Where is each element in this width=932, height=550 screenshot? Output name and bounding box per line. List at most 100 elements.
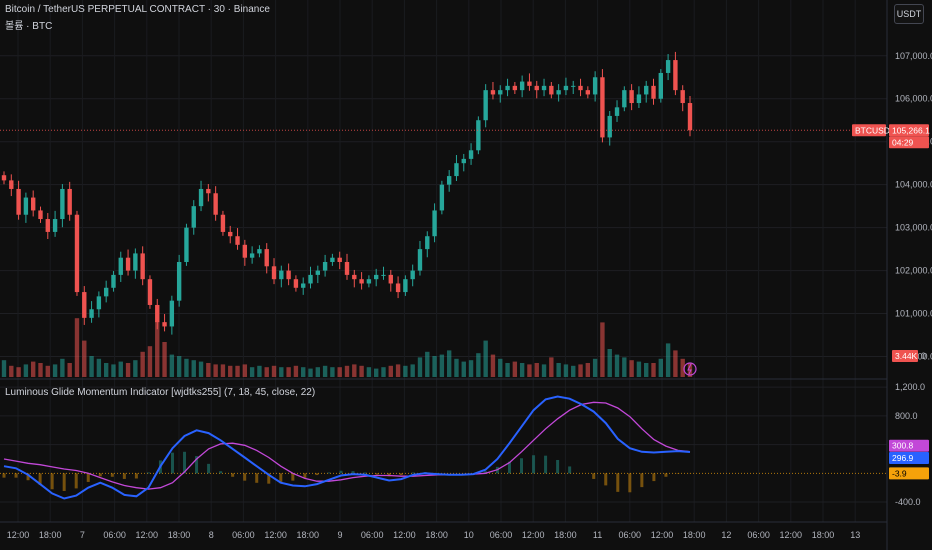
oscillator (0, 395, 887, 500)
time-tick-label: 18:00 (168, 530, 191, 540)
volume-bar (454, 358, 459, 377)
price-tick-label: 106,000.0 (895, 94, 932, 104)
volume-bar (658, 358, 663, 377)
candle-body (454, 163, 459, 177)
osc-histogram-bar (110, 473, 114, 477)
volume-bar (446, 350, 452, 377)
time-tick-label: 12:00 (264, 530, 287, 540)
time-tick-label: 06:00 (232, 530, 255, 540)
candle-body (1, 175, 7, 181)
candle-body (607, 115, 612, 138)
time-tick-label: 18:00 (554, 530, 577, 540)
osc-histogram-bar (134, 473, 138, 479)
volume-bar (198, 361, 204, 377)
volume-bar (82, 340, 87, 377)
volume-bar (476, 353, 481, 377)
volume-bar (213, 364, 218, 377)
volume-bar (67, 363, 72, 377)
osc-histogram-bar (652, 473, 656, 482)
price-tick-label: 107,000.0 (895, 51, 932, 61)
volume-bar (366, 367, 372, 377)
candle-body (687, 103, 693, 131)
osc-histogram-bar (507, 461, 511, 474)
time-tick-label: 12:00 (136, 530, 159, 540)
osc-histogram-bar (544, 455, 548, 474)
osc-histogram-bar (183, 451, 187, 474)
candle-body (257, 249, 262, 254)
candle-body (242, 244, 248, 258)
osc-histogram-bar (399, 473, 403, 476)
candle-body (432, 210, 437, 237)
volume-bar (38, 363, 43, 377)
volume-bar (410, 364, 415, 377)
volume-bar (140, 351, 145, 377)
candle-body (74, 214, 80, 293)
candle-body (468, 150, 474, 159)
volume-bar (125, 363, 131, 377)
currency-button[interactable]: USDT (894, 4, 924, 24)
volume-bar (228, 365, 233, 377)
candle-body (644, 85, 649, 95)
countdown-badge: 04:29 (892, 137, 914, 147)
osc-histogram-bar (616, 473, 620, 492)
candle-body (578, 85, 583, 91)
volume-bar (330, 367, 335, 377)
candle-body (600, 77, 605, 138)
volume-bar (220, 364, 226, 377)
candle-body (505, 85, 510, 91)
volume-bar (31, 361, 36, 377)
volume-bar (257, 365, 262, 377)
volume-bar (527, 364, 532, 377)
time-tick-label: 12:00 (651, 530, 674, 540)
volume-bar (665, 343, 671, 377)
time-tick-label: 18:00 (39, 530, 62, 540)
osc-histogram-bar (411, 472, 415, 474)
time-tick-label: 06:00 (747, 530, 770, 540)
candle-body (388, 274, 393, 284)
replay-icon[interactable] (683, 362, 697, 376)
candle-body (213, 193, 218, 215)
volume-bar (622, 357, 627, 377)
candle-body (220, 214, 226, 232)
candle-body (512, 85, 518, 91)
volume-bar (23, 364, 29, 377)
volume-bar (578, 364, 583, 377)
candle-body (308, 274, 313, 284)
volume-bar (286, 367, 291, 377)
grid (0, 0, 887, 522)
candle-body (279, 270, 284, 280)
volume-bar (60, 358, 65, 377)
candle-body (592, 77, 598, 95)
candle-body (490, 90, 496, 95)
osc-histogram-bar (640, 473, 644, 488)
volume-bar (9, 365, 14, 377)
candle-body (541, 85, 547, 91)
candle-body (395, 283, 401, 293)
candle-body (556, 90, 561, 95)
symbol-title: Bitcoin / TetherUS PERPETUAL CONTRACT · … (5, 4, 270, 15)
osc-histogram-bar (532, 455, 536, 474)
time-tick-label: 8 (209, 530, 214, 540)
volume-bar (162, 342, 167, 377)
volume-bar (374, 368, 379, 377)
candle-body (176, 262, 182, 301)
last-price-badge-bg (889, 124, 929, 137)
candle-body (446, 176, 452, 185)
volume-bar (673, 350, 678, 377)
volume-bar (541, 364, 547, 377)
volume-bar (118, 361, 123, 377)
candle-body (23, 197, 29, 215)
candle-body (614, 107, 620, 116)
candle-body (206, 188, 211, 194)
time-tick-label: 12:00 (7, 530, 30, 540)
osc-histogram-bar (628, 473, 632, 493)
osc-histogram-bar (664, 473, 668, 477)
time-tick-label: 7 (80, 530, 85, 540)
candle-body (133, 253, 138, 271)
osc-histogram-bar (327, 472, 331, 474)
osc-histogram-bar (170, 452, 174, 474)
volume-bar (169, 354, 175, 377)
candle-body (301, 283, 306, 288)
